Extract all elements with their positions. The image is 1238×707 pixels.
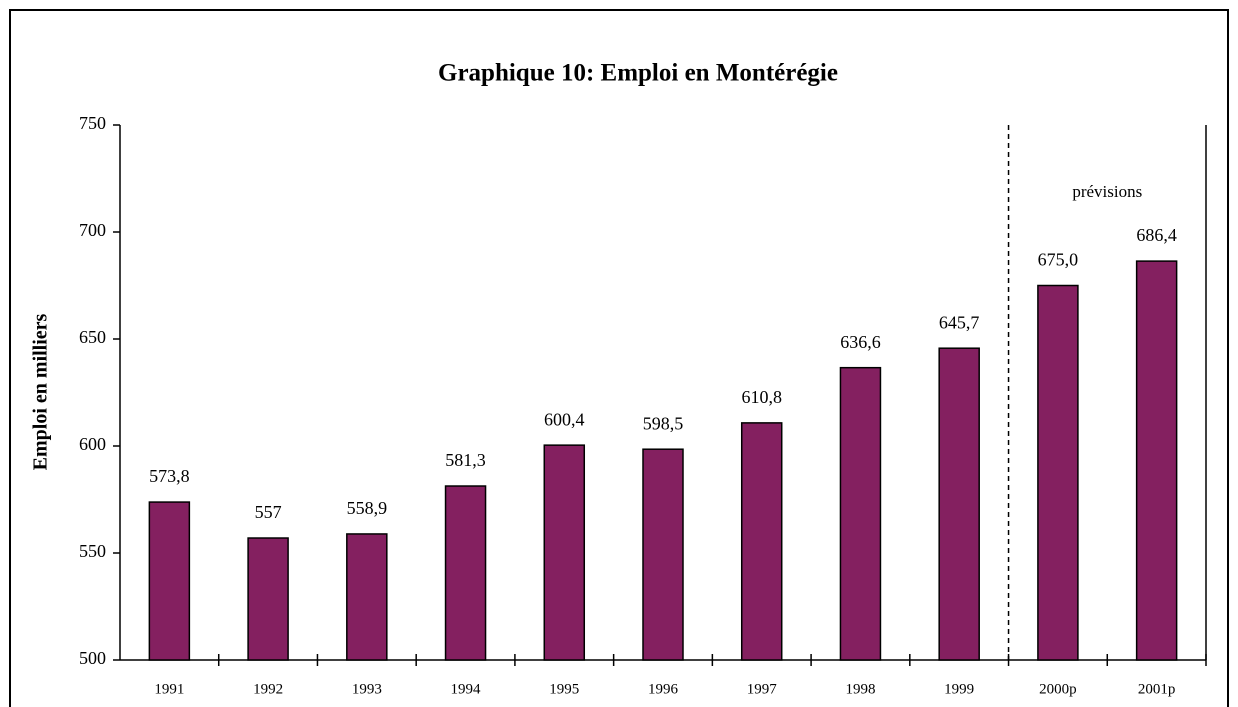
bar xyxy=(247,537,289,661)
bar xyxy=(444,485,487,661)
bar xyxy=(148,501,191,661)
x-tick-label: 1992 xyxy=(253,681,283,697)
bar xyxy=(839,366,882,661)
data-label: 686,4 xyxy=(1136,225,1177,245)
y-tick-label: 500 xyxy=(79,648,106,668)
x-tick-label: 1999 xyxy=(944,681,974,697)
x-tick-label: 1996 xyxy=(648,681,679,697)
bar xyxy=(938,347,980,661)
x-tick-label: 2001p xyxy=(1138,681,1176,697)
data-label: 600,4 xyxy=(544,409,585,429)
bar xyxy=(543,444,586,661)
data-label: 645,7 xyxy=(939,312,980,332)
chart-title: Graphique 10: Emploi en Montérégie xyxy=(438,60,838,87)
data-label: 636,6 xyxy=(840,332,881,352)
data-label: 581,3 xyxy=(445,450,486,470)
y-tick-label: 750 xyxy=(79,113,106,133)
y-tick-label: 650 xyxy=(79,327,106,347)
y-tick-label: 700 xyxy=(79,220,106,240)
bar xyxy=(642,448,684,661)
y-tick-label: 550 xyxy=(79,541,106,561)
data-label: 675,0 xyxy=(1038,250,1079,270)
bar xyxy=(740,422,783,661)
data-label: 610,8 xyxy=(741,387,782,407)
x-tick-label: 1993 xyxy=(352,681,382,697)
y-tick-label: 600 xyxy=(79,434,106,454)
x-tick-label: 1997 xyxy=(747,681,778,697)
x-tick-label: 2000p xyxy=(1039,681,1077,697)
bar xyxy=(1037,284,1079,661)
data-label: 558,9 xyxy=(347,498,388,518)
x-tick-label: 1991 xyxy=(154,681,184,697)
y-axis-label: Emploi en milliers xyxy=(30,313,52,470)
chart-border xyxy=(9,9,1229,707)
data-label: 598,5 xyxy=(643,413,684,433)
annotation: prévisions xyxy=(1072,182,1142,201)
data-label: 573,8 xyxy=(149,466,190,486)
x-tick-label: 1994 xyxy=(451,681,482,697)
bar xyxy=(346,533,388,661)
data-label: 557 xyxy=(255,502,282,522)
x-tick-label: 1998 xyxy=(845,681,875,697)
bar xyxy=(1135,260,1178,661)
x-tick-label: 1995 xyxy=(549,681,579,697)
